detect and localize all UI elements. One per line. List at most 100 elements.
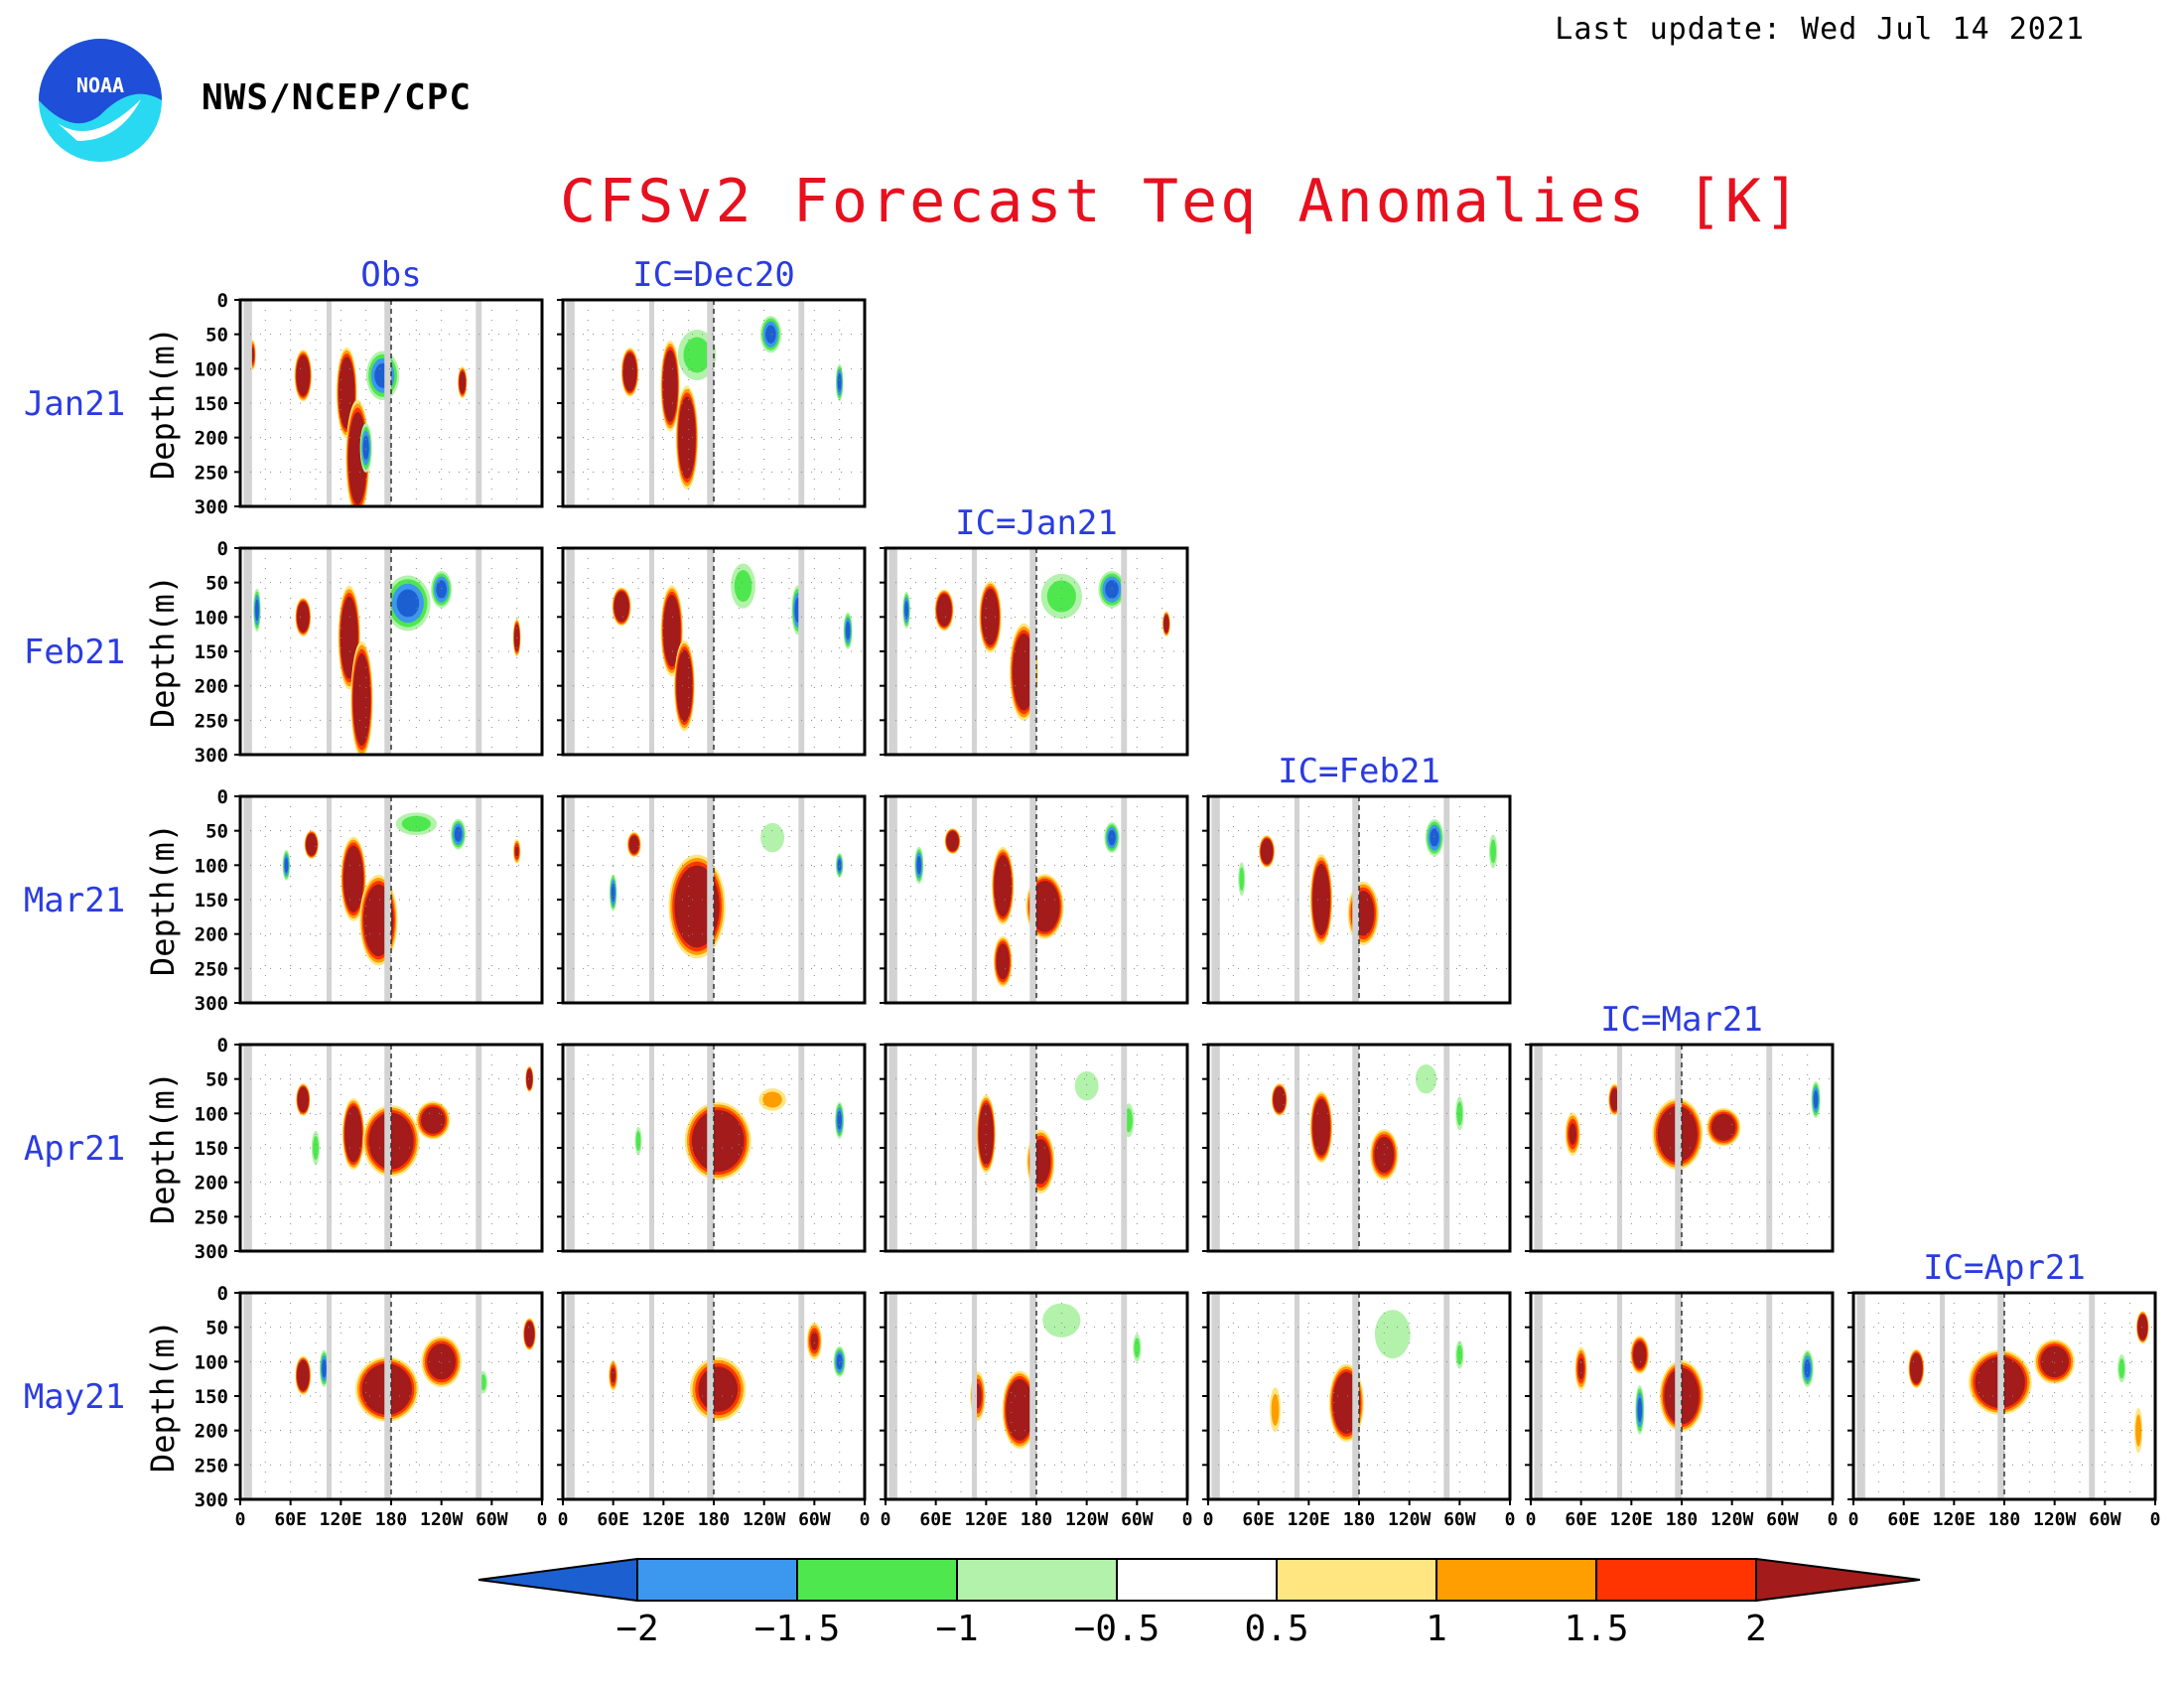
panel-Apr21-IC=Dec20 xyxy=(557,1043,867,1253)
anomaly-blob xyxy=(837,372,842,392)
x-tick-label: 0 xyxy=(1182,1509,1193,1530)
legend-level-label: 1 xyxy=(1426,1609,1447,1649)
anomaly-blob xyxy=(1046,580,1076,613)
anomaly-blob xyxy=(322,1358,327,1378)
row-label: Mar21 xyxy=(24,881,125,920)
land-mask xyxy=(707,300,714,506)
x-tick-label: 60W xyxy=(1766,1509,1799,1530)
land-mask xyxy=(707,548,714,755)
land-mask xyxy=(384,1045,391,1251)
x-tick-label: 120W xyxy=(1065,1509,1109,1530)
x-tick-label: 0 xyxy=(860,1509,871,1530)
panel-Apr21-IC=Mar21 xyxy=(1525,1043,1835,1253)
legend-arrow-high xyxy=(1755,1557,1921,1603)
anomaly-blob xyxy=(845,621,851,640)
panel-Feb21-IC=Dec20 xyxy=(557,546,867,757)
land-mask xyxy=(648,1045,655,1251)
anomaly-blob xyxy=(679,400,695,475)
y-tick-label: 300 xyxy=(195,1489,228,1511)
anomaly-blob xyxy=(734,570,752,603)
anomaly-blob xyxy=(460,372,466,392)
anomaly-blob xyxy=(663,598,680,663)
legend-level-label: −0.5 xyxy=(1074,1609,1160,1649)
land-mask xyxy=(1029,548,1036,755)
anomaly-blob xyxy=(1014,637,1034,707)
y-tick-label: 250 xyxy=(195,1206,228,1228)
y-tick-label: 300 xyxy=(195,745,228,767)
land-mask xyxy=(1029,1045,1036,1251)
land-mask xyxy=(648,548,655,755)
panel-Mar21-IC=Dec20 xyxy=(557,794,867,1005)
land-mask xyxy=(707,1293,714,1499)
anomaly-blob xyxy=(683,337,711,373)
anomaly-blob xyxy=(663,353,677,419)
land-mask xyxy=(1352,796,1359,1003)
panel-May21-Obs xyxy=(234,1291,544,1501)
land-mask xyxy=(971,548,978,755)
anomaly-blob xyxy=(524,1323,534,1346)
panel-Mar21-Obs xyxy=(234,794,544,1005)
anomaly-blob xyxy=(946,831,959,851)
panel-Jan21-IC=Dec20 xyxy=(557,298,867,508)
y-tick-label: 300 xyxy=(195,993,228,1015)
anomaly-blob xyxy=(2137,1316,2147,1339)
y-tick-label: 200 xyxy=(195,428,228,450)
land-mask xyxy=(1294,1045,1300,1251)
row-label: Apr21 xyxy=(24,1129,125,1169)
land-mask xyxy=(1534,1293,1543,1499)
chart-title: CFSv2 Forecast Teq Anomalies [K] xyxy=(560,167,1803,236)
anomaly-blob xyxy=(1271,1393,1280,1426)
anomaly-blob xyxy=(997,946,1009,977)
anomaly-blob xyxy=(313,1135,319,1161)
anomaly-blob xyxy=(454,826,463,842)
column-label: IC=Mar21 xyxy=(1600,1000,1763,1040)
panel-Feb21-IC=Jan21 xyxy=(880,546,1189,757)
x-tick-label: 0 xyxy=(235,1509,246,1530)
land-mask xyxy=(1211,1293,1220,1499)
anomaly-blob xyxy=(1074,1070,1099,1101)
land-mask xyxy=(1856,1293,1865,1499)
y-tick-label: 200 xyxy=(195,1173,228,1195)
anomaly-blob xyxy=(623,354,636,390)
y-axis-label: Depth(m) xyxy=(144,327,182,480)
legend-level-label: 0.5 xyxy=(1244,1609,1308,1649)
y-axis-label: Depth(m) xyxy=(144,575,182,728)
land-mask xyxy=(1675,1293,1682,1499)
anomaly-blob xyxy=(306,834,317,855)
land-mask xyxy=(384,1293,391,1499)
y-tick-label: 50 xyxy=(205,1318,228,1339)
land-mask xyxy=(971,796,978,1003)
y-axis-label: Depth(m) xyxy=(144,1320,182,1473)
y-tick-label: 0 xyxy=(217,1035,228,1056)
land-mask xyxy=(384,796,391,1003)
land-mask xyxy=(566,1045,575,1251)
land-mask xyxy=(326,548,333,755)
anomaly-blob xyxy=(1134,1337,1141,1358)
y-tick-label: 150 xyxy=(195,1138,228,1160)
y-tick-label: 300 xyxy=(195,496,228,518)
x-tick-label: 60W xyxy=(476,1509,508,1530)
land-mask xyxy=(243,1045,252,1251)
land-mask xyxy=(326,796,333,1003)
anomaly-blob xyxy=(1274,1087,1286,1112)
panel-May21-IC=Jan21 xyxy=(880,1291,1189,1501)
anomaly-blob xyxy=(995,858,1012,914)
anomaly-blob xyxy=(765,325,776,344)
panel-May21-IC=Apr21 xyxy=(1847,1291,2157,1501)
land-mask xyxy=(1352,1045,1359,1251)
x-tick-label: 180 xyxy=(698,1509,731,1530)
land-mask xyxy=(1997,1293,2004,1499)
anomaly-blob xyxy=(423,1109,444,1132)
anomaly-blob xyxy=(297,1361,309,1390)
y-tick-label: 0 xyxy=(217,786,228,808)
anomaly-blob xyxy=(297,356,310,394)
anomaly-blob xyxy=(362,435,369,461)
land-mask xyxy=(1534,1045,1543,1251)
land-mask xyxy=(326,1045,333,1251)
anomaly-blob xyxy=(1430,828,1439,847)
anomaly-blob xyxy=(1713,1116,1734,1139)
land-mask xyxy=(707,1045,714,1251)
land-mask xyxy=(1939,1293,1946,1499)
legend-swatch xyxy=(956,1558,1118,1602)
anomaly-blob xyxy=(1007,1382,1032,1438)
